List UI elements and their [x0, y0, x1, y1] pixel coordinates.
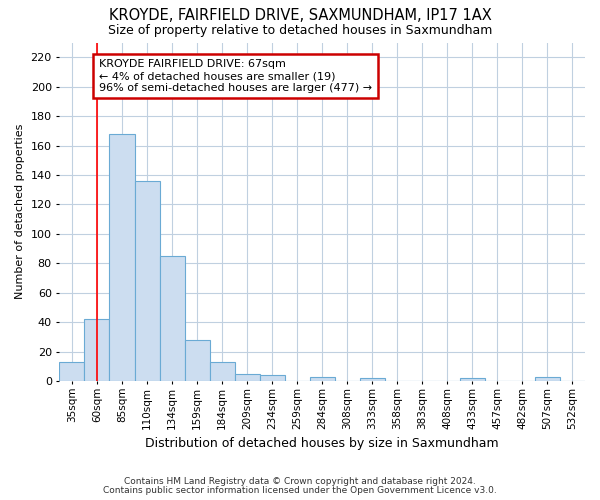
Bar	[85, 319, 109, 381]
Bar	[134, 181, 160, 381]
Text: Contains public sector information licensed under the Open Government Licence v3: Contains public sector information licen…	[103, 486, 497, 495]
Bar	[160, 256, 185, 381]
Bar	[209, 362, 235, 381]
Bar	[260, 375, 284, 381]
Bar	[109, 134, 134, 381]
Text: Size of property relative to detached houses in Saxmundham: Size of property relative to detached ho…	[108, 24, 492, 37]
Text: KROYDE, FAIRFIELD DRIVE, SAXMUNDHAM, IP17 1AX: KROYDE, FAIRFIELD DRIVE, SAXMUNDHAM, IP1…	[109, 8, 491, 22]
Bar	[460, 378, 485, 381]
Bar	[59, 362, 85, 381]
Y-axis label: Number of detached properties: Number of detached properties	[15, 124, 25, 300]
X-axis label: Distribution of detached houses by size in Saxmundham: Distribution of detached houses by size …	[145, 437, 499, 450]
Bar	[360, 378, 385, 381]
Text: KROYDE FAIRFIELD DRIVE: 67sqm
← 4% of detached houses are smaller (19)
96% of se: KROYDE FAIRFIELD DRIVE: 67sqm ← 4% of de…	[99, 60, 372, 92]
Bar	[185, 340, 209, 381]
Text: Contains HM Land Registry data © Crown copyright and database right 2024.: Contains HM Land Registry data © Crown c…	[124, 477, 476, 486]
Bar	[310, 376, 335, 381]
Bar	[235, 374, 260, 381]
Bar	[535, 376, 560, 381]
